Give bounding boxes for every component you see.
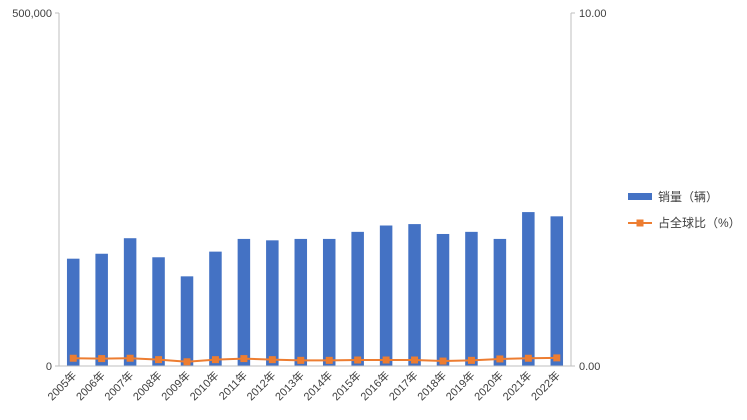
bar-2021年 bbox=[522, 212, 535, 366]
line-marker-2007年 bbox=[126, 354, 134, 362]
line-marker-2013年 bbox=[297, 356, 305, 364]
bar-2022年 bbox=[550, 216, 564, 366]
x-tick-label: 2008年 bbox=[130, 368, 165, 403]
bar-2006年 bbox=[95, 253, 108, 366]
legend: 销量（辆） 占全球比（%） bbox=[628, 190, 741, 230]
legend-label-line: 占全球比（%） bbox=[658, 215, 741, 230]
line-marker-2018年 bbox=[439, 357, 447, 365]
bar-2018年 bbox=[436, 233, 450, 366]
x-tick-label: 2015年 bbox=[329, 368, 364, 403]
line-path bbox=[73, 356, 557, 363]
line-marker-2021年 bbox=[524, 354, 532, 362]
bar-2011年 bbox=[237, 238, 251, 366]
line-marker-2020年 bbox=[496, 355, 504, 363]
bar-2016年 bbox=[379, 225, 393, 366]
x-tick-label: 2017年 bbox=[386, 368, 421, 403]
bar-2007年 bbox=[123, 238, 137, 366]
left-tick-label-0: 0 bbox=[46, 361, 52, 373]
line-marker-2008年 bbox=[155, 356, 163, 364]
bar-series bbox=[66, 212, 564, 366]
line-marker-2016年 bbox=[382, 356, 390, 364]
bar-2008年 bbox=[152, 257, 165, 366]
bar-2013年 bbox=[294, 238, 308, 366]
line-marker-2011年 bbox=[240, 355, 248, 363]
line-marker-2005年 bbox=[69, 354, 77, 362]
legend-label-bar: 销量（辆） bbox=[658, 190, 718, 204]
bar-2005年 bbox=[66, 258, 80, 366]
line-marker-2015年 bbox=[354, 356, 362, 364]
legend-line-marker bbox=[636, 219, 644, 227]
x-tick-label: 2019年 bbox=[443, 368, 478, 403]
x-tick-label: 2011年 bbox=[216, 368, 250, 402]
bar-2009年 bbox=[180, 276, 194, 366]
right-tick-label-1: 10.00 bbox=[579, 8, 607, 20]
x-tick-label: 2012年 bbox=[243, 368, 278, 403]
bar-2015年 bbox=[351, 231, 364, 366]
line-marker-2012年 bbox=[268, 356, 276, 364]
legend-bar-swatch bbox=[628, 193, 652, 200]
x-tick-label: 2009年 bbox=[158, 368, 193, 403]
x-tick-label: 2013年 bbox=[272, 368, 307, 403]
line-series bbox=[69, 354, 561, 366]
x-tick-label: 2014年 bbox=[300, 368, 335, 403]
x-tick-label: 2020年 bbox=[471, 368, 506, 403]
bar-2017年 bbox=[408, 224, 421, 366]
x-tick-label: 2007年 bbox=[101, 368, 136, 403]
x-tick-label: 2022年 bbox=[528, 368, 563, 403]
line-marker-2010年 bbox=[211, 356, 219, 364]
left-tick-label-1: 500,000 bbox=[12, 8, 52, 20]
line-marker-2017年 bbox=[411, 356, 419, 364]
line-marker-2014年 bbox=[325, 356, 333, 364]
bar-2019年 bbox=[465, 231, 478, 366]
line-marker-2006年 bbox=[98, 355, 106, 363]
x-tick-label: 2021年 bbox=[499, 368, 534, 403]
x-tick-label: 2005年 bbox=[44, 368, 79, 403]
x-tick-label: 2006年 bbox=[73, 368, 108, 403]
x-tick-label: 2016年 bbox=[357, 368, 392, 403]
right-tick-label-0: 0.00 bbox=[579, 361, 600, 373]
bar-2020年 bbox=[493, 238, 507, 366]
bar-2014年 bbox=[322, 238, 336, 366]
bar-2010年 bbox=[209, 251, 222, 366]
x-tick-label: 2010年 bbox=[187, 368, 222, 403]
bar-2012年 bbox=[266, 240, 279, 366]
line-marker-2019年 bbox=[467, 356, 475, 364]
x-tick-label: 2018年 bbox=[414, 368, 449, 403]
line-marker-2009年 bbox=[183, 358, 191, 366]
line-marker-2022年 bbox=[553, 354, 561, 362]
